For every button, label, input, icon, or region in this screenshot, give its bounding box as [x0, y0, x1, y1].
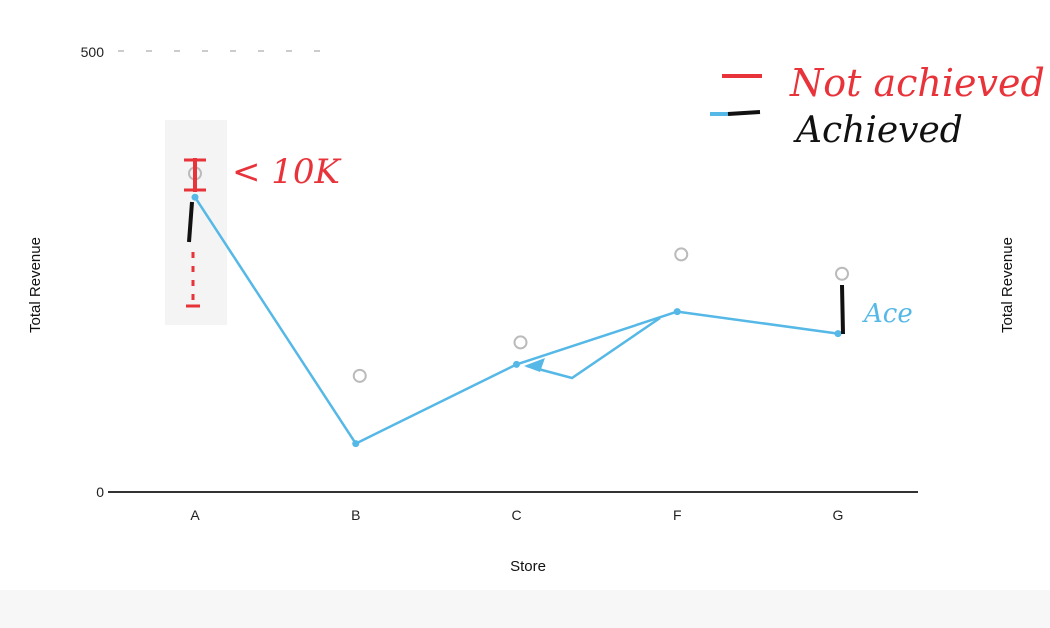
store-g-bar: [840, 284, 845, 335]
series-line: [193, 196, 839, 445]
store-g-annotation: Ace: [862, 299, 913, 329]
y-tick-labels: 0 500: [81, 44, 105, 500]
x-tick-label: F: [673, 507, 682, 523]
data-point: [191, 193, 199, 201]
target-marker: [513, 335, 528, 350]
data-point: [673, 308, 681, 316]
data-point: [513, 360, 520, 368]
y-axis-title-right: Total Revenue: [999, 237, 1016, 333]
arrow-mark: [524, 358, 545, 372]
legend-label-achieved: Achieved: [793, 110, 963, 151]
legend-swatch-achieved-black: [727, 110, 761, 116]
y-tick-label: 500: [81, 44, 105, 60]
x-tick-label: G: [833, 507, 844, 523]
legend: Not achieved Achieved: [710, 61, 1045, 151]
store-a-highlight: [165, 120, 227, 325]
x-axis-title: Store: [510, 558, 546, 575]
sketch-stroke: [526, 316, 661, 380]
y-axis-title: Total Revenue: [27, 237, 44, 333]
series-points: [191, 193, 842, 448]
x-tick-label: A: [190, 507, 200, 523]
data-point: [352, 440, 360, 448]
legend-label-not-achieved: Not achieved: [789, 61, 1045, 105]
y-tick-label: 0: [96, 484, 104, 500]
target-marker: [835, 266, 849, 281]
target-marker: [352, 368, 367, 383]
bottom-shadow: [0, 590, 1050, 628]
x-tick-label: C: [511, 507, 521, 523]
store-a-error-bar: [184, 158, 206, 308]
target-marker: [674, 247, 689, 262]
store-a-annotation: < 10K: [232, 152, 343, 192]
data-point: [834, 330, 842, 338]
target-markers: [188, 166, 849, 383]
x-tick-label: B: [351, 507, 360, 523]
